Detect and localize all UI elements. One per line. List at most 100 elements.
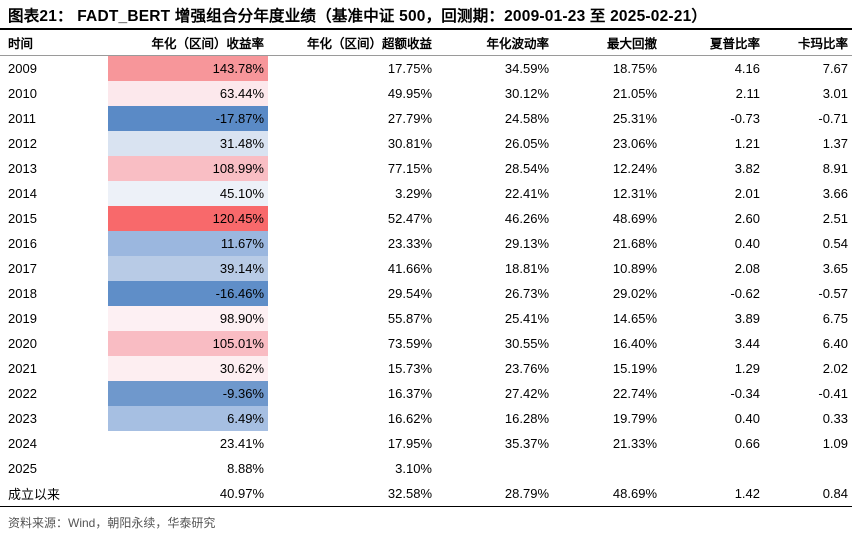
- cell-sharpe: 1.29: [734, 361, 760, 376]
- cell-max-drawdown: 15.19%: [612, 361, 657, 376]
- cell-max-drawdown: 23.06%: [612, 136, 657, 151]
- cell-sharpe: -0.62: [730, 286, 760, 301]
- col-header-annual-return: 年化（区间）收益率: [108, 30, 268, 56]
- cell-volatility: 23.76%: [504, 361, 549, 376]
- table-row: 2009 143.78% 17.75% 34.59% 18.75% 4.16 7.67: [0, 55, 852, 81]
- cell-max-drawdown: 48.69%: [553, 481, 661, 507]
- cell-annual-return: 108.99%: [108, 156, 268, 181]
- cell-sharpe: -0.34: [730, 386, 760, 401]
- cell-calmar: 7.67: [822, 61, 848, 76]
- table-row: 成立以来 40.97% 32.58% 28.79% 48.69% 1.42 0.84: [0, 481, 852, 507]
- col-header-sharpe: 夏普比率: [661, 30, 764, 56]
- cell-calmar: 6.75: [822, 311, 848, 326]
- cell-volatility: 28.79%: [436, 481, 553, 507]
- cell-sharpe: 2.08: [734, 261, 760, 276]
- table-row: 2018 -16.46% 29.54% 26.73% 29.02% -0.62 -0.57: [0, 281, 852, 306]
- cell-sharpe: 2.01: [734, 186, 760, 201]
- cell-excess-return: 29.54%: [387, 286, 432, 301]
- cell-excess-return: 15.73%: [387, 361, 432, 376]
- cell-sharpe: 1.42: [661, 481, 764, 507]
- cell-annual-return: 143.78%: [108, 55, 268, 81]
- cell-year: 2023: [8, 411, 37, 426]
- table-row: 2019 98.90% 55.87% 25.41% 14.65% 3.89 6.75: [0, 306, 852, 331]
- cell-calmar: 3.01: [822, 86, 848, 101]
- cell-annual-return: 105.01%: [108, 331, 268, 356]
- cell-sharpe: 3.89: [734, 311, 760, 326]
- cell-annual-return: 39.14%: [108, 256, 268, 281]
- cell-year: 2024: [8, 436, 37, 451]
- cell-max-drawdown: [553, 456, 661, 481]
- table-row: 2022 -9.36% 16.37% 27.42% 22.74% -0.34 -0.41: [0, 381, 852, 406]
- col-header-max-drawdown: 最大回撤: [553, 30, 661, 56]
- cell-year: 2012: [8, 136, 37, 151]
- cell-annual-return: 23.41%: [108, 431, 268, 456]
- cell-annual-return: -17.87%: [108, 106, 268, 131]
- cell-excess-return: 16.62%: [387, 411, 432, 426]
- cell-max-drawdown: 21.05%: [612, 86, 657, 101]
- cell-calmar: 8.91: [822, 161, 848, 176]
- cell-year: 2011: [8, 111, 36, 126]
- cell-annual-return: 6.49%: [108, 406, 268, 431]
- cell-max-drawdown: 16.40%: [612, 336, 657, 351]
- table-row: 2016 11.67% 23.33% 29.13% 21.68% 0.40 0.54: [0, 231, 852, 256]
- cell-calmar: -0.71: [818, 111, 848, 126]
- cell-excess-return: 17.95%: [387, 436, 432, 451]
- cell-calmar: 6.40: [822, 336, 848, 351]
- cell-year: 2015: [8, 211, 37, 226]
- cell-annual-return: 98.90%: [108, 306, 268, 331]
- cell-year: 2014: [8, 186, 37, 201]
- cell-excess-return: 23.33%: [387, 236, 432, 251]
- col-header-year: 时间: [0, 30, 108, 56]
- cell-sharpe: 2.11: [735, 86, 760, 101]
- cell-calmar: [764, 456, 852, 481]
- source-note: 资料来源：Wind，朝阳永续，华泰研究: [8, 516, 216, 530]
- table-row: 2015 120.45% 52.47% 46.26% 48.69% 2.60 2.51: [0, 206, 852, 231]
- cell-excess-return: 30.81%: [387, 136, 432, 151]
- cell-annual-return: 30.62%: [108, 356, 268, 381]
- cell-volatility: 46.26%: [504, 211, 549, 226]
- cell-excess-return: 41.66%: [387, 261, 432, 276]
- cell-annual-return: -9.36%: [108, 381, 268, 406]
- cell-year: 成立以来: [0, 481, 108, 507]
- cell-year: 2020: [8, 336, 37, 351]
- cell-calmar: 0.54: [822, 236, 848, 251]
- cell-year: 2009: [8, 61, 37, 76]
- cell-volatility: [436, 456, 553, 481]
- cell-excess-return: 49.95%: [387, 86, 432, 101]
- cell-excess-return: 73.59%: [387, 336, 432, 351]
- cell-sharpe: 0.66: [734, 436, 760, 451]
- cell-sharpe: 4.16: [734, 61, 760, 76]
- table-row: 2017 39.14% 41.66% 18.81% 10.89% 2.08 3.65: [0, 256, 852, 281]
- cell-max-drawdown: 12.31%: [612, 186, 657, 201]
- cell-max-drawdown: 19.79%: [612, 411, 657, 426]
- cell-calmar: 3.66: [822, 186, 848, 201]
- table-row: 2021 30.62% 15.73% 23.76% 15.19% 1.29 2.02: [0, 356, 852, 381]
- cell-annual-return: 120.45%: [108, 206, 268, 231]
- cell-max-drawdown: 21.33%: [612, 436, 657, 451]
- cell-annual-return: 40.97%: [108, 481, 268, 507]
- cell-volatility: 34.59%: [504, 61, 549, 76]
- cell-annual-return: 63.44%: [108, 81, 268, 106]
- table-row: 2010 63.44% 49.95% 30.12% 21.05% 2.11 3.01: [0, 81, 852, 106]
- cell-year: 2017: [8, 261, 37, 276]
- cell-year: 2018: [8, 286, 37, 301]
- cell-max-drawdown: 48.69%: [612, 211, 657, 226]
- cell-volatility: 25.41%: [504, 311, 549, 326]
- cell-volatility: 18.81%: [504, 261, 549, 276]
- cell-calmar: -0.41: [818, 386, 848, 401]
- cell-excess-return: 3.29%: [395, 186, 432, 201]
- title-bar: 图表21： FADT_BERT 增强组合分年度业绩（基准中证 500，回测期：2…: [0, 0, 852, 30]
- cell-annual-return: 31.48%: [108, 131, 268, 156]
- cell-excess-return: 16.37%: [387, 386, 432, 401]
- figure-title: 图表21： FADT_BERT 增强组合分年度业绩（基准中证 500，回测期：2…: [8, 8, 708, 25]
- cell-max-drawdown: 18.75%: [612, 61, 657, 76]
- cell-sharpe: 3.44: [734, 336, 760, 351]
- cell-calmar: 1.09: [822, 436, 848, 451]
- table-row: 2025 8.88% 3.10%: [0, 456, 852, 481]
- cell-sharpe: 0.40: [734, 236, 760, 251]
- cell-volatility: 16.28%: [504, 411, 549, 426]
- cell-volatility: 26.05%: [504, 136, 549, 151]
- col-header-volatility: 年化波动率: [436, 30, 553, 56]
- annual-performance-table: 时间 年化（区间）收益率 年化（区间）超额收益 年化波动率 最大回撤 夏普比率 …: [0, 30, 852, 507]
- cell-calmar: 0.84: [764, 481, 852, 507]
